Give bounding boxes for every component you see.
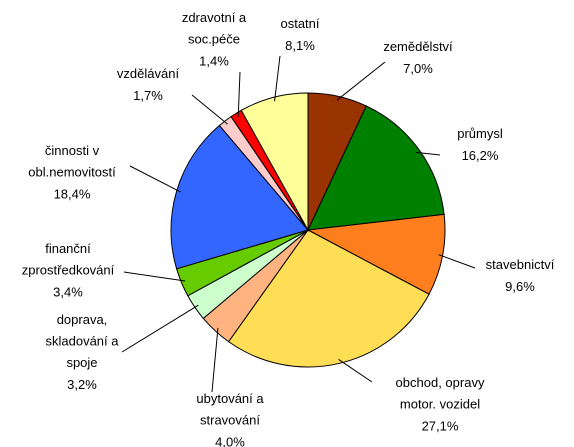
pie-slice xyxy=(240,92,309,232)
slice-label-line: obl.nemovitostí xyxy=(28,165,116,180)
slice-label: ubytování a stravování xyxy=(196,391,264,428)
slice-label-line: obchod, opravy xyxy=(396,375,485,390)
leader-line xyxy=(121,304,199,353)
slice-label-line: vzdělávání xyxy=(117,66,180,81)
slice-label: zemědělství xyxy=(383,39,453,54)
pie-slice xyxy=(227,229,430,368)
value-label: 7,0% xyxy=(403,61,433,76)
slice-label: zdravotní a soc.péče xyxy=(182,10,247,47)
slice-label-line: spoje xyxy=(66,355,97,370)
value-label: 9,6% xyxy=(505,279,535,294)
leader-line xyxy=(191,94,228,125)
value-label: 3,4% xyxy=(53,284,83,299)
slice-label-line: ubytování a xyxy=(196,391,264,406)
leader-line xyxy=(211,327,219,393)
slice-label-line: zprostředkování xyxy=(22,263,115,278)
pie-slice xyxy=(306,213,446,295)
leader-line xyxy=(123,271,186,282)
leader-line xyxy=(415,151,441,156)
value-label: 27,1% xyxy=(422,418,459,433)
pie-slice xyxy=(170,124,309,270)
value-label: 16,2% xyxy=(462,148,499,163)
slice-label-line: činnosti v xyxy=(45,143,100,158)
leader-line xyxy=(438,254,476,269)
slice-label-line: motor. vozidel xyxy=(400,397,480,412)
slice-label-line: ostatní xyxy=(280,16,319,31)
leader-line xyxy=(129,165,181,193)
slice-label: doprava, skladování a spoje xyxy=(46,312,120,370)
slice-label-line: stavebnictví xyxy=(486,257,555,272)
slice-label: stavebnictví xyxy=(486,257,555,272)
leader-line xyxy=(237,71,241,117)
value-label: 3,2% xyxy=(67,377,97,392)
slice-label: průmysl xyxy=(457,126,503,141)
slice-label: vzdělávání xyxy=(117,66,180,81)
value-label: 18,4% xyxy=(54,186,91,201)
slice-label-line: finanční xyxy=(45,241,91,256)
slice-label: finanční zprostředkování xyxy=(22,241,115,278)
slice-label-line: soc.péče xyxy=(188,32,240,47)
slice-label: činnosti v obl.nemovitostí xyxy=(28,143,116,180)
slice-label-line: zdravotní a xyxy=(182,10,247,25)
slice-label-line: doprava, xyxy=(57,312,108,327)
slice-label: ostatní xyxy=(280,16,319,31)
slice-label-line: stravování xyxy=(200,413,260,428)
slice-label-line: skladování a xyxy=(46,334,120,349)
value-label: 4,0% xyxy=(215,434,245,447)
slice-label-line: průmysl xyxy=(457,126,503,141)
pie-slice xyxy=(307,105,445,231)
value-label: 1,7% xyxy=(133,88,163,103)
slice-label-line: zemědělství xyxy=(383,39,453,54)
leader-line xyxy=(274,55,281,102)
value-label: 8,1% xyxy=(285,38,315,53)
slice-label: obchod, opravy motor. vozidel xyxy=(396,375,485,412)
value-label: 1,4% xyxy=(199,53,229,68)
leader-line xyxy=(338,359,373,383)
leader-line xyxy=(336,61,386,101)
